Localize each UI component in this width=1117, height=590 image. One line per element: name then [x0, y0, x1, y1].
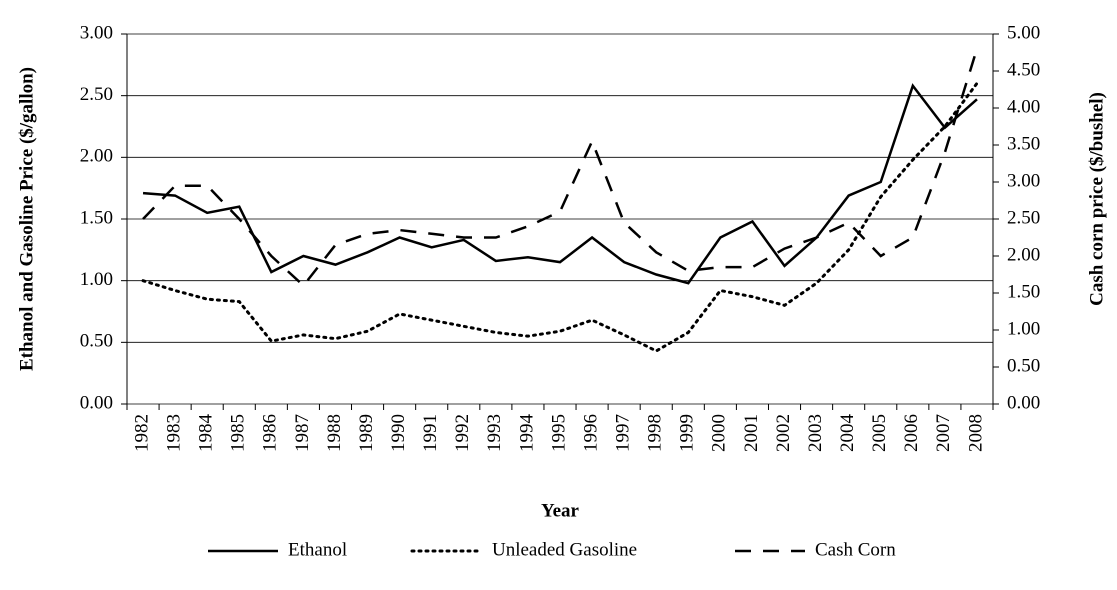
y2-tick-label: 2.00 — [1007, 244, 1040, 265]
x-tick-label: 1994 — [516, 414, 537, 453]
y2-tick-label: 0.50 — [1007, 355, 1040, 376]
y2-tick-label: 2.50 — [1007, 207, 1040, 228]
y2-tick-label: 4.50 — [1007, 59, 1040, 80]
x-tick-label: 1983 — [163, 414, 184, 452]
x-tick-label: 1982 — [131, 414, 152, 452]
series-line — [141, 81, 979, 353]
x-tick-label: 1999 — [677, 414, 698, 452]
series-line — [142, 83, 978, 285]
x-tick-label: 1998 — [645, 414, 666, 452]
x-tick-label: 1985 — [228, 414, 249, 452]
y-tick-label: 0.50 — [80, 331, 113, 352]
legend-label: Cash Corn — [815, 539, 896, 560]
x-tick-label: 2008 — [965, 414, 986, 452]
x-tick-label: 1990 — [388, 414, 409, 452]
x-tick-label: 1986 — [260, 414, 281, 452]
x-tick-label: 2007 — [933, 414, 954, 452]
x-tick-label: 2005 — [869, 414, 890, 452]
x-tick-label: 1992 — [452, 414, 473, 452]
y2-tick-label: 4.00 — [1007, 96, 1040, 117]
y-tick-label: 1.00 — [80, 269, 113, 290]
x-tick-label: 1987 — [292, 414, 313, 452]
y2-tick-label: 3.00 — [1007, 170, 1040, 191]
x-tick-label: 2000 — [709, 414, 730, 452]
y2-tick-label: 0.00 — [1007, 392, 1040, 413]
y-tick-label: 3.00 — [80, 22, 113, 43]
x-tick-label: 2006 — [901, 414, 922, 452]
y-tick-label: 2.00 — [80, 146, 113, 167]
y-tick-label: 0.00 — [80, 392, 113, 413]
series-line — [142, 48, 979, 288]
x-tick-label: 2003 — [805, 414, 826, 452]
y2-axis-title: Cash corn price ($/bushel) — [1086, 92, 1107, 306]
y2-tick-label: 1.50 — [1007, 281, 1040, 302]
x-tick-label: 1988 — [324, 414, 345, 452]
x-tick-label: 1989 — [356, 414, 377, 452]
x-tick-label: 1997 — [613, 414, 634, 452]
y2-tick-label: 5.00 — [1007, 22, 1040, 43]
y2-tick-label: 3.50 — [1007, 133, 1040, 154]
y-tick-label: 2.50 — [80, 84, 113, 105]
x-tick-label: 2002 — [773, 414, 794, 452]
x-axis-title: Year — [541, 500, 580, 521]
legend-label: Ethanol — [288, 539, 347, 560]
x-tick-label: 1984 — [196, 414, 217, 453]
x-tick-label: 1993 — [484, 414, 505, 452]
y2-tick-label: 1.00 — [1007, 318, 1040, 339]
x-tick-label: 1991 — [420, 414, 441, 452]
x-tick-label: 1995 — [548, 414, 569, 452]
x-tick-label: 1996 — [580, 414, 601, 452]
y-tick-label: 1.50 — [80, 207, 113, 228]
x-tick-label: 2001 — [741, 414, 762, 452]
y-axis-title: Ethanol and Gasoline Price ($/gallon) — [16, 67, 37, 371]
x-tick-label: 2004 — [837, 414, 858, 453]
legend-label: Unleaded Gasoline — [492, 539, 637, 560]
